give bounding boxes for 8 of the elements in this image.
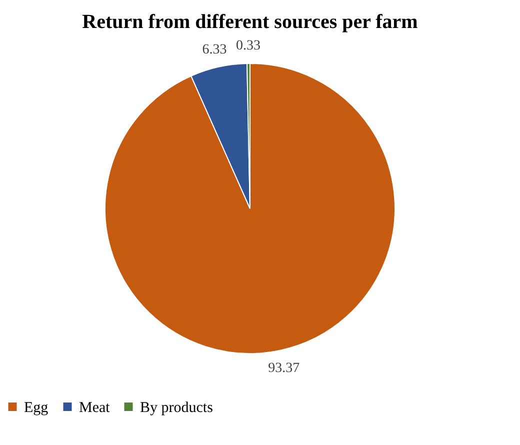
legend-label: Egg — [24, 400, 49, 416]
chart-title: Return from different sources per farm — [82, 11, 418, 33]
data-label: 93.37 — [268, 360, 300, 376]
legend-label: Meat — [79, 400, 111, 416]
data-label: 6.33 — [202, 42, 227, 58]
legend-label: By products — [140, 400, 214, 416]
data-label: 0.33 — [236, 38, 261, 54]
pie-slice — [104, 63, 396, 354]
